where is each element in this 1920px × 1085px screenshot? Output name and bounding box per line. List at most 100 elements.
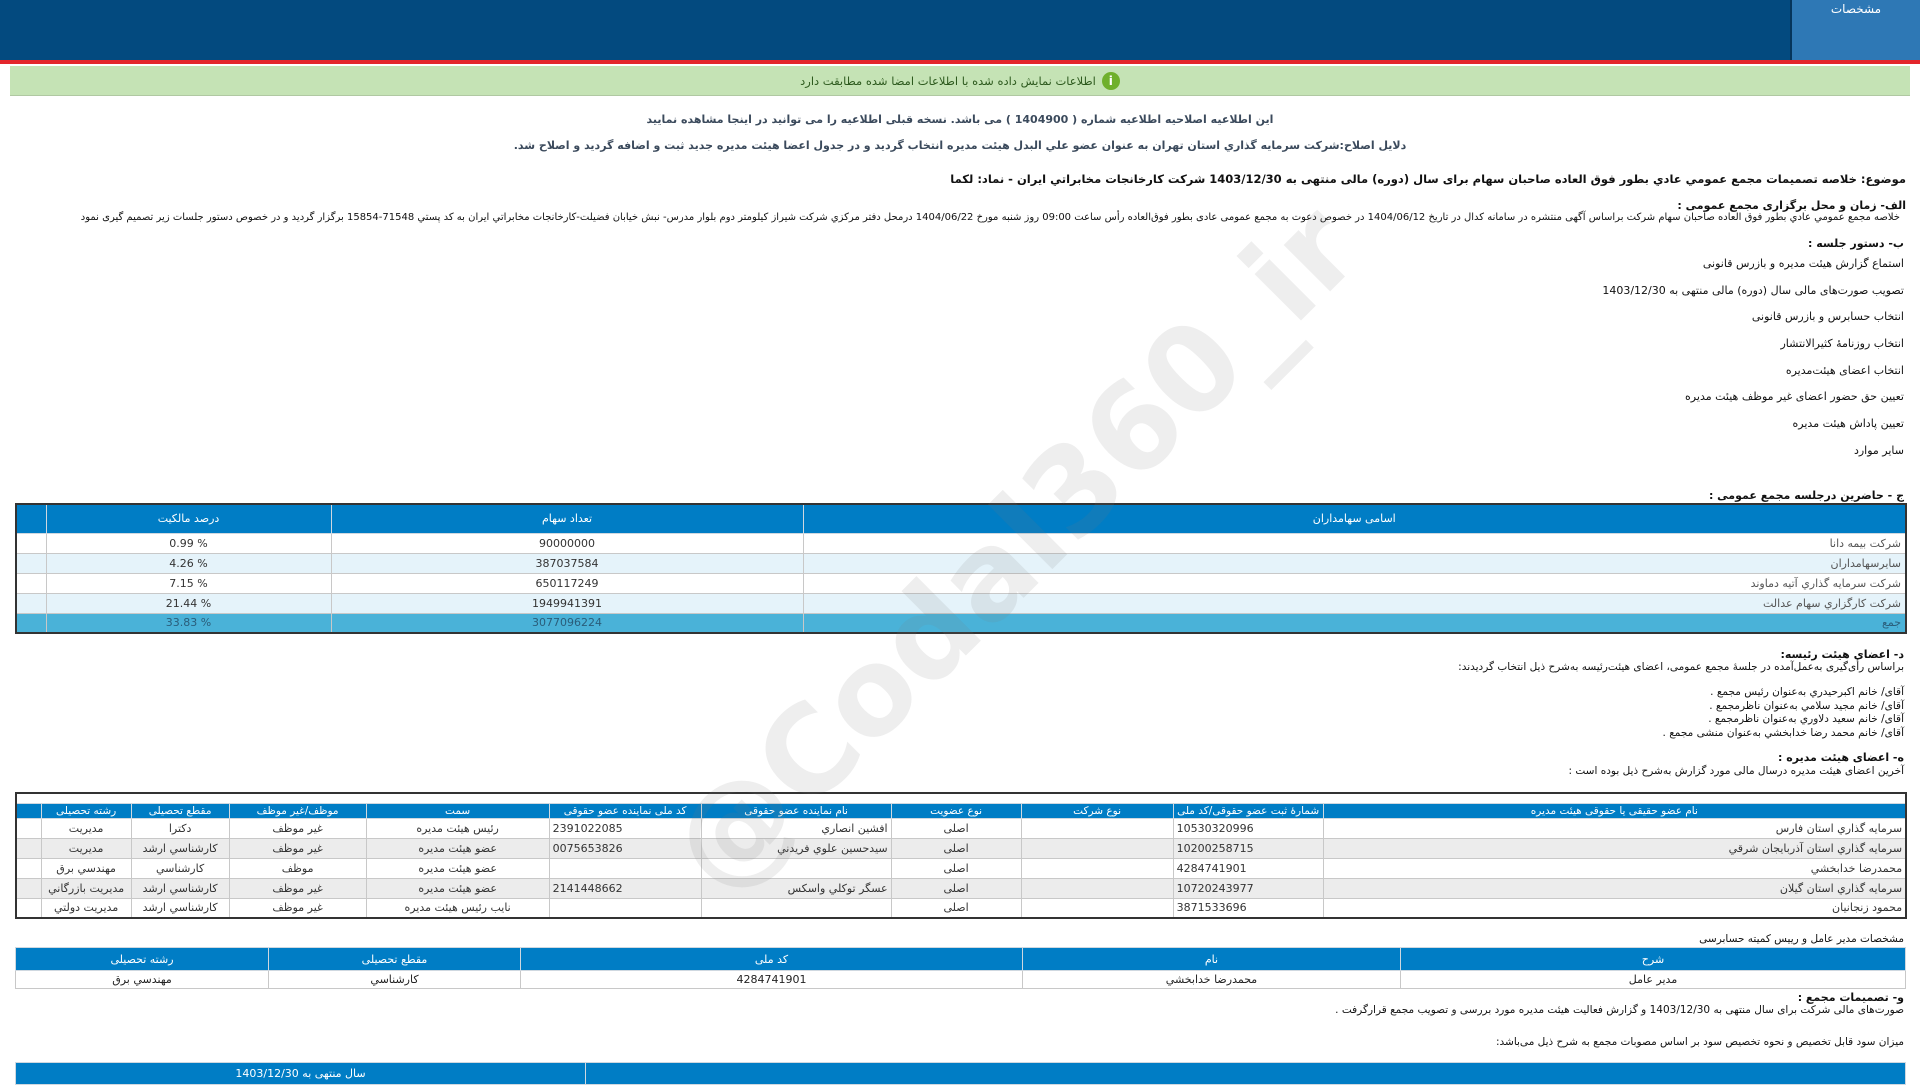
cell	[1020, 817, 1174, 839]
cell: افشين انصاري	[700, 817, 892, 839]
cell: نايب رئيس هيئت مديره	[365, 897, 550, 919]
col-header: نوع شرکت	[1020, 802, 1174, 819]
shareholder-name: شرکت سرمايه گذاري آتيه دماوند	[802, 572, 1907, 594]
col-header: سمت	[365, 802, 550, 819]
shares: 3077096224	[330, 612, 804, 634]
correction-reason: دلایل اصلاح:شرکت سرمایه گذاري استان تهرا…	[513, 139, 1407, 152]
blank-cell	[15, 817, 42, 839]
agenda-item: تصویب صورت‌های مالی سال (دوره) مالی منته…	[1602, 284, 1904, 297]
cell: رئيس هيئت مديره	[365, 817, 550, 839]
shares: 387037584	[330, 552, 804, 574]
table-row: شرکت بيمه دانا 90000000% 0.99	[15, 532, 1907, 554]
header-divider	[0, 60, 1920, 64]
col-header: سال منتهی به 1403/12/30	[15, 1062, 586, 1085]
shareholders-table: اسامی سهامداران تعداد سهام درصد مالکیت ش…	[15, 503, 1907, 634]
cell: مهندسي برق	[40, 857, 132, 879]
cell: 2141448662	[548, 877, 702, 899]
table-row: سرمايه گذاري استان گيلان 10720243977 اصلی ع…	[15, 877, 1907, 899]
cell: کارشناسي ارشد	[130, 837, 230, 859]
cell: اصلی	[890, 857, 1022, 879]
col-header: موظف/غیر موظف	[228, 802, 367, 819]
col-header: مقطع تحصیلی	[268, 947, 521, 971]
shares: 1949941391	[330, 592, 804, 614]
cell: محمود زنجانيان	[1322, 897, 1907, 919]
blank-cell	[15, 552, 47, 574]
cell	[1020, 897, 1174, 919]
col-header: کد ملی	[520, 947, 1023, 971]
info-icon: i	[1101, 71, 1120, 90]
blank-cell	[15, 877, 42, 899]
cell: اصلی	[890, 817, 1022, 839]
agenda-item: تعیین پاداش هیئت مدیره	[1792, 417, 1904, 430]
cell: سرمايه گذاري استان گيلان	[1322, 877, 1907, 899]
table-row: سرمايه گذاري استان فارس 10530320996 اصلی اف…	[15, 817, 1907, 839]
blank-cell	[15, 897, 42, 919]
profit-allocation-table: سال منتهی به 1403/12/30	[15, 1062, 1906, 1085]
cell: کارشناسي	[268, 970, 521, 989]
cell: سرمايه گذاري استان فارس	[1322, 817, 1907, 839]
cell: کارشناسي	[130, 857, 230, 879]
cell	[700, 897, 892, 919]
cell: عضو هيئت مديره	[365, 857, 550, 879]
verification-alert: i اطلاعات نمایش داده شده با اطلاعات امضا…	[10, 66, 1910, 96]
table-row: سایرسهامداران 387037584% 4.26	[15, 552, 1907, 574]
cell: مدير عامل	[1400, 970, 1906, 989]
col-header	[585, 1062, 1906, 1085]
total-label: جمع	[802, 612, 1907, 634]
section-e-heading: ه- اعضای هیئت مدیره :	[1778, 751, 1904, 764]
cell: 10200258715	[1172, 837, 1324, 859]
cell: اصلی	[890, 877, 1022, 899]
section-f-text: صورت‌های مالی شرکت برای سال منتهی به 140…	[1335, 1004, 1904, 1016]
cell	[1020, 837, 1174, 859]
cell: 2391022085	[548, 817, 702, 839]
cell: 3871533696	[1172, 897, 1324, 919]
percent: % 0.99	[45, 532, 332, 554]
col-header: رشته تحصیلی	[40, 802, 132, 819]
spacer	[16, 793, 1906, 803]
ceo-caption: مشخصات مدیر عامل و رییس کمیته حسابرسی	[1699, 933, 1904, 945]
blank-cell	[15, 592, 47, 614]
cell: عضو هيئت مديره	[365, 877, 550, 899]
cell	[548, 857, 702, 879]
col-header	[15, 503, 47, 534]
presiding-member: آقای/ خانم اکبرحيدري به‌عنوان رئیس مجمع …	[1710, 686, 1904, 698]
tab-details[interactable]: مشخصات	[1790, 0, 1920, 60]
table-row: سرمايه گذاري استان آذربايجان شرقي 1020025…	[15, 837, 1907, 859]
presiding-member: آقای/ خانم محمد رضا خدابخشي به‌عنوان منش…	[1662, 727, 1904, 739]
cell: مديريت	[40, 817, 132, 839]
section-d-intro: براساس رأی‌گیری به‌عمل‌آمده در جلسهٔ مجم…	[1458, 661, 1904, 673]
cell	[1020, 877, 1174, 899]
blank-cell	[15, 837, 42, 859]
cell: غير موظف	[228, 837, 367, 859]
blank-cell	[15, 572, 47, 594]
agenda-item: استماع گزارش هیئت مدیره و بازرس قانونی	[1702, 257, 1904, 270]
cell	[1020, 857, 1174, 879]
table-row: شرکت سرمايه گذاري آتيه دماوند 650117249% …	[15, 572, 1907, 594]
blank-cell	[15, 612, 47, 634]
cell	[548, 897, 702, 919]
cell: عسگر توکلي واسکس	[700, 877, 892, 899]
percent: % 21.44	[45, 592, 332, 614]
cell: اصلی	[890, 837, 1022, 859]
percent: % 4.26	[45, 552, 332, 574]
page-title: موضوع: خلاصه تصمیمات مجمع عمومي عادي بطو…	[950, 172, 1906, 186]
total-row: جمع 3077096224% 33.83	[15, 612, 1907, 634]
shares: 650117249	[330, 572, 804, 594]
col-header: نام	[1022, 947, 1401, 971]
cell: سرمايه گذاري استان آذربايجان شرقي	[1322, 837, 1907, 859]
cell: محمدرضا خدابخشي	[1022, 970, 1401, 989]
col-header: تعداد سهام	[330, 503, 804, 534]
shareholder-name: شرکت بيمه دانا	[802, 532, 1907, 554]
cell: غير موظف	[228, 897, 367, 919]
shares: 90000000	[330, 532, 804, 554]
ceo-table: شرح نام کد ملی مقطع تحصیلی رشته تحصیلی م…	[15, 947, 1906, 989]
blank-cell	[15, 857, 42, 879]
col-header: شرح	[1400, 947, 1906, 971]
profit-intro: میزان سود قابل تخصیص و نحوه تخصیص سود بر…	[1495, 1036, 1904, 1048]
col-header: مقطع تحصیلی	[130, 802, 230, 819]
cell: مديريت	[40, 837, 132, 859]
col-header: رشته تحصیلی	[15, 947, 269, 971]
cell: مديريت دولتي	[40, 897, 132, 919]
correction-notice[interactable]: این اطلاعیه اصلاحیه اطلاعیه شماره ( 1404…	[646, 113, 1274, 126]
blank-cell	[15, 532, 47, 554]
